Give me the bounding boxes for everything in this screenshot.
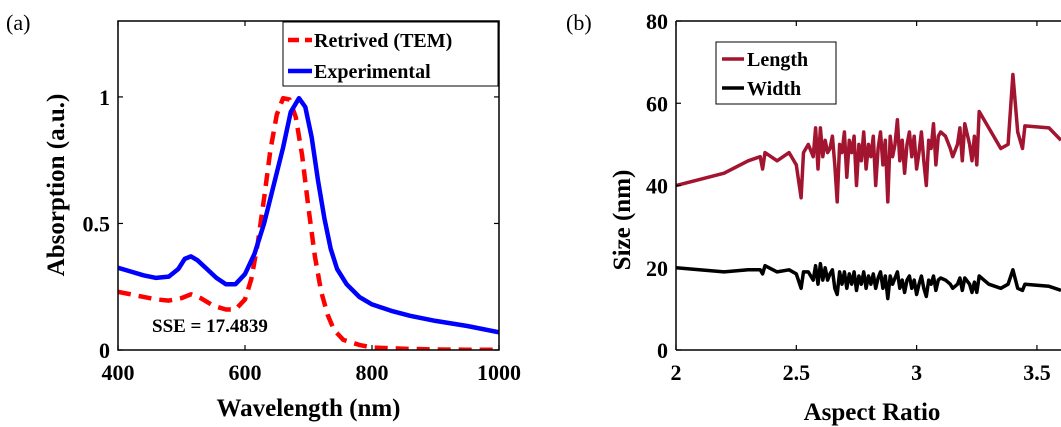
panel-a-x-tick-label: 800 xyxy=(356,360,389,385)
panel-b-legend: Length Width xyxy=(715,41,837,105)
panel-a-series-retrived-tem-line xyxy=(118,95,499,350)
panel-b-y-tick-label: 60 xyxy=(646,91,668,116)
panel-b-y-tick-label: 80 xyxy=(646,9,668,34)
panel-b-ticks: 2 2.5 3 3.5 0 20 40 60 80 xyxy=(646,9,1051,385)
panel-a-y-tick-label: 0 xyxy=(99,338,110,363)
panel-a-label: (a) xyxy=(6,10,30,35)
panel-b-series-length-line xyxy=(676,72,1061,204)
panel-b-x-tick-label: 3 xyxy=(911,360,922,385)
panel-b-y-tick-label: 0 xyxy=(657,338,668,363)
panel-b-legend-label-width: Width xyxy=(747,78,801,100)
panel-b-y-tick-label: 40 xyxy=(646,174,668,199)
panel-b-label: (b) xyxy=(566,10,592,35)
panel-b-y-tick-label: 20 xyxy=(646,256,668,281)
panel-b-x-tick-label: 3.5 xyxy=(1023,360,1051,385)
panel-b-series-width-line xyxy=(676,261,1061,301)
panel-b-x-tick-label: 2.5 xyxy=(783,360,811,385)
panel-a-legend: Retrived (TEM) Experimental xyxy=(282,21,499,87)
panel-a-x-tick-label: 600 xyxy=(229,360,262,385)
panel-b-size-chart: (b) Aspect Ratio Size (nm) 2 2.5 3 3.5 0 20 40… xyxy=(566,9,1061,426)
panel-a-plot-area xyxy=(118,95,499,350)
panel-a-x-tick-label: 1000 xyxy=(477,360,521,385)
panel-a-series-experimental-line xyxy=(118,95,499,335)
panel-a-y-tick-label: 0.5 xyxy=(83,211,111,236)
panel-a-absorption-chart: (a) Wavelength (nm) Absorption (a.u.) 40… xyxy=(6,10,521,422)
panel-b-x-axis-label: Aspect Ratio xyxy=(804,399,941,426)
panel-a-sse-annotation: SSE = 17.4839 xyxy=(152,316,268,337)
panel-a-x-axis-label: Wavelength (nm) xyxy=(216,395,400,422)
panel-a-legend-label-experimental: Experimental xyxy=(314,61,431,83)
panel-b-y-axis-label: Size (nm) xyxy=(609,170,636,271)
panel-a-axes-box xyxy=(117,20,500,351)
panel-a-y-axis-label: Absorption (a.u.) xyxy=(43,94,70,277)
panel-a-legend-label-retrived: Retrived (TEM) xyxy=(314,30,452,52)
panel-a-ticks: 400 600 800 1000 0 0.5 1 xyxy=(83,21,521,385)
panel-b-legend-box xyxy=(715,41,837,105)
panel-a-legend-box xyxy=(282,21,499,87)
panel-b-plot-area xyxy=(676,72,1061,301)
panel-a-x-tick-label: 400 xyxy=(102,360,135,385)
panel-b-legend-label-length: Length xyxy=(747,49,808,71)
panel-a-y-tick-label: 1 xyxy=(99,85,110,110)
panel-b-x-tick-label: 2 xyxy=(671,360,682,385)
